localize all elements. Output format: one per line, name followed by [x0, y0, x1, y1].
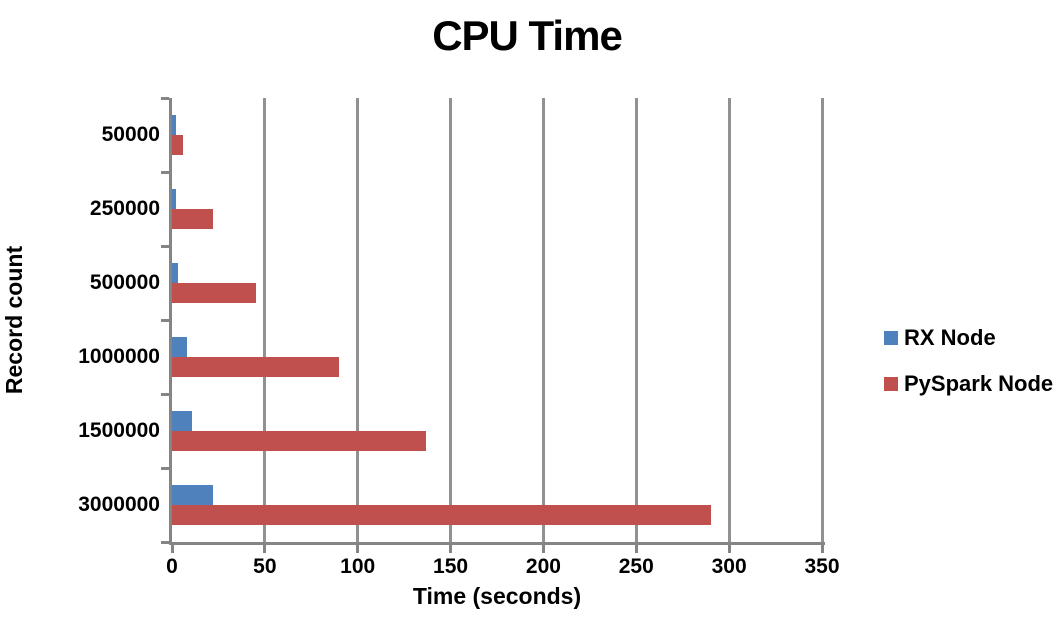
x-tick-label-250: 250	[618, 555, 654, 578]
bar-pyspark-node-500000	[172, 283, 256, 303]
x-tick-label-100: 100	[340, 555, 376, 578]
bar-rx-node-50000	[172, 115, 176, 135]
x-tick-mark-350	[820, 545, 824, 553]
bar-pyspark-node-50000	[172, 135, 184, 155]
gridline-100	[356, 98, 360, 542]
y-tick-mark-1	[161, 170, 169, 174]
legend-label: RX Node	[904, 325, 996, 350]
y-tick-mark-6	[161, 540, 169, 544]
bar-pyspark-node-250000	[172, 209, 213, 229]
x-tick-mark-0	[170, 545, 174, 553]
gridline-250	[634, 98, 638, 542]
x-tick-label-200: 200	[525, 555, 561, 578]
x-tick-label-300: 300	[711, 555, 747, 578]
x-axis-line	[169, 542, 825, 545]
bar-rx-node-250000	[172, 189, 176, 209]
category-label-250000: 250000	[89, 197, 160, 220]
y-axis-line	[169, 98, 172, 542]
legend-label: PySpark Node	[904, 371, 1054, 396]
category-label-1000000: 1000000	[78, 345, 160, 368]
category-label-1500000: 1500000	[78, 419, 160, 442]
legend-item-rx-node: RX Node	[884, 325, 1053, 351]
gridline-50	[263, 98, 267, 542]
bar-pyspark-node-1000000	[172, 357, 340, 377]
bar-rx-node-500000	[172, 263, 178, 283]
legend: RX Node PySpark Node	[884, 325, 1053, 417]
x-tick-mark-100	[356, 545, 360, 553]
category-label-500000: 500000	[89, 271, 160, 294]
y-tick-mark-2	[161, 244, 169, 248]
x-tick-mark-200	[541, 545, 545, 553]
gridline-150	[449, 98, 453, 542]
x-tick-mark-150	[449, 545, 453, 553]
x-tick-mark-250	[634, 545, 638, 553]
y-tick-mark-5	[161, 466, 169, 470]
chart-title: CPU Time	[432, 12, 623, 59]
x-tick-label-150: 150	[433, 555, 469, 578]
x-tick-label-350: 350	[804, 555, 840, 578]
category-label-3000000: 3000000	[78, 493, 160, 516]
y-tick-mark-4	[161, 392, 169, 396]
x-tick-mark-50	[263, 545, 267, 553]
x-tick-label-0: 0	[166, 555, 178, 578]
category-label-50000: 50000	[101, 123, 160, 146]
y-tick-mark-0	[161, 96, 169, 100]
legend-item-pyspark-node: PySpark Node	[884, 371, 1053, 397]
gridline-200	[541, 98, 545, 542]
gridline-300	[727, 98, 731, 542]
bar-rx-node-1000000	[172, 337, 187, 357]
bar-rx-node-3000000	[172, 485, 213, 505]
x-axis-tick-labels: 0 50 100 150 200 250 300 350	[166, 554, 839, 580]
x-tick-label-50: 50	[253, 555, 277, 578]
x-tick-mark-300	[727, 545, 731, 553]
bar-rx-node-1500000	[172, 411, 193, 431]
y-tick-mark-3	[161, 318, 169, 322]
y-axis-category-labels: 50000 250000 500000 1000000 1500000 3000000	[0, 98, 160, 542]
gridline-350	[820, 98, 824, 542]
bar-pyspark-node-1500000	[172, 431, 427, 451]
legend-swatch-icon	[884, 331, 898, 345]
legend-swatch-icon	[884, 377, 898, 391]
bar-pyspark-node-3000000	[172, 505, 711, 525]
x-axis-title: Time (seconds)	[412, 583, 582, 609]
plot-area	[161, 96, 825, 553]
